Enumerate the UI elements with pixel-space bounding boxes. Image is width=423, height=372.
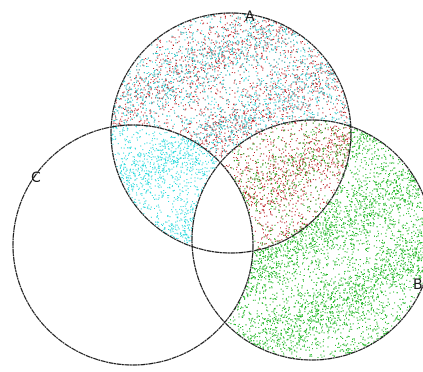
circle-c-label: C (31, 170, 41, 186)
circle-b-label: B (413, 277, 423, 293)
circle-a-label: A (245, 9, 255, 25)
